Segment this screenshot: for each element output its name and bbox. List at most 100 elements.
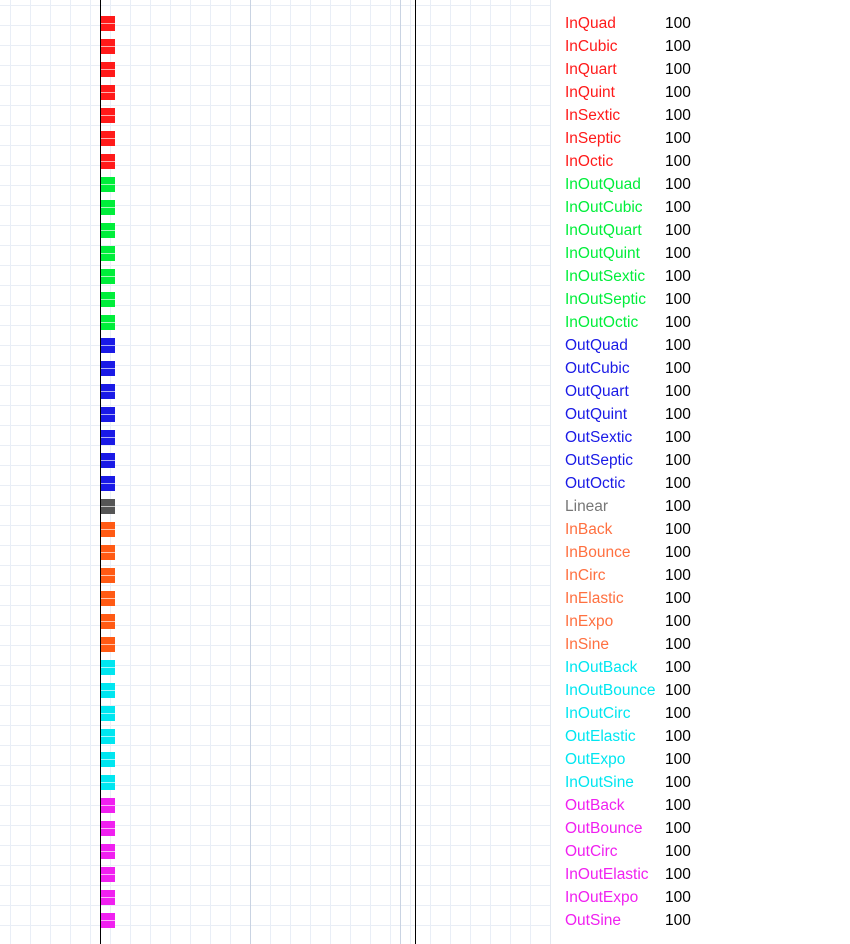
- easing-label-incubic: InCubic: [565, 38, 618, 55]
- easing-label-outexpo: OutExpo: [565, 751, 626, 768]
- easing-label-outquad: OutQuad: [565, 337, 628, 354]
- easing-label-inoutbounce: InOutBounce: [565, 682, 656, 699]
- easing-block-inoutquint: [101, 246, 115, 261]
- easing-block-inoutback: [101, 660, 115, 675]
- easing-value-inoctic: 100: [665, 153, 691, 170]
- grid-right-edge: [550, 0, 551, 944]
- easing-value-inoutexpo: 100: [665, 889, 691, 906]
- easing-label-inbounce: InBounce: [565, 544, 631, 561]
- easing-value-outoctic: 100: [665, 475, 691, 492]
- easing-value-inseptic: 100: [665, 130, 691, 147]
- easing-value-outbounce: 100: [665, 820, 691, 837]
- easing-label-inoutcubic: InOutCubic: [565, 199, 643, 216]
- easing-value-outseptic: 100: [665, 452, 691, 469]
- easing-label-inquart: InQuart: [565, 61, 617, 78]
- easing-value-linear: 100: [665, 498, 691, 515]
- easing-value-insine: 100: [665, 636, 691, 653]
- easing-label-outbounce: OutBounce: [565, 820, 643, 837]
- easing-block-outback: [101, 798, 115, 813]
- easing-value-outquart: 100: [665, 383, 691, 400]
- easing-label-outsine: OutSine: [565, 912, 622, 929]
- easing-label-inoutquint: InOutQuint: [565, 245, 640, 262]
- easing-block-inoutquad: [101, 177, 115, 192]
- easing-block-inbounce: [101, 545, 115, 560]
- easing-label-inelastic: InElastic: [565, 590, 624, 607]
- easing-label-outquint: OutQuint: [565, 406, 628, 423]
- easing-value-outquint: 100: [665, 406, 691, 423]
- easing-block-outseptic: [101, 453, 115, 468]
- easing-label-inoutback: InOutBack: [565, 659, 638, 676]
- easing-value-inoutsine: 100: [665, 774, 691, 791]
- easing-label-outoctic: OutOctic: [565, 475, 626, 492]
- easing-label-inexpo: InExpo: [565, 613, 614, 630]
- easing-label-inquad: InQuad: [565, 15, 616, 32]
- easing-value-inquart: 100: [665, 61, 691, 78]
- easing-label-inoutquart: InOutQuart: [565, 222, 642, 239]
- easing-value-inoutback: 100: [665, 659, 691, 676]
- easing-block-outcubic: [101, 361, 115, 376]
- easing-label-outseptic: OutSeptic: [565, 452, 634, 469]
- easing-value-inbounce: 100: [665, 544, 691, 561]
- easing-block-incirc: [101, 568, 115, 583]
- easing-value-inoutcubic: 100: [665, 199, 691, 216]
- easing-block-outoctic: [101, 476, 115, 491]
- easing-block-inoutsine: [101, 775, 115, 790]
- easing-value-outquad: 100: [665, 337, 691, 354]
- easing-label-outcubic: OutCubic: [565, 360, 630, 377]
- easing-label-insextic: InSextic: [565, 107, 621, 124]
- easing-value-outcirc: 100: [665, 843, 691, 860]
- easing-block-inoutquart: [101, 223, 115, 238]
- easing-label-inoutexpo: InOutExpo: [565, 889, 639, 906]
- easing-value-outsextic: 100: [665, 429, 691, 446]
- easing-label-inoutoctic: InOutOctic: [565, 314, 639, 331]
- easing-value-outexpo: 100: [665, 751, 691, 768]
- easing-label-inoutsine: InOutSine: [565, 774, 634, 791]
- easing-value-inoutquint: 100: [665, 245, 691, 262]
- easing-block-inoctic: [101, 154, 115, 169]
- easing-label-incirc: InCirc: [565, 567, 606, 584]
- easing-block-outexpo: [101, 752, 115, 767]
- easing-block-outsine: [101, 913, 115, 928]
- easing-label-outsextic: OutSextic: [565, 429, 633, 446]
- easing-block-inquint: [101, 85, 115, 100]
- easing-label-inoutquad: InOutQuad: [565, 176, 641, 193]
- easing-block-outquad: [101, 338, 115, 353]
- easing-value-outsine: 100: [665, 912, 691, 929]
- easing-value-inoutbounce: 100: [665, 682, 691, 699]
- start-guide-line: [100, 0, 101, 944]
- easing-label-inoutsextic: InOutSextic: [565, 268, 646, 285]
- easing-value-inoutseptic: 100: [665, 291, 691, 308]
- easing-label-insine: InSine: [565, 636, 609, 653]
- easing-block-inoutsextic: [101, 269, 115, 284]
- easing-value-outcubic: 100: [665, 360, 691, 377]
- easing-block-insine: [101, 637, 115, 652]
- easing-block-inelastic: [101, 591, 115, 606]
- easing-block-insextic: [101, 108, 115, 123]
- easing-block-inoutoctic: [101, 315, 115, 330]
- easing-label-outelastic: OutElastic: [565, 728, 636, 745]
- easing-label-outback: OutBack: [565, 797, 625, 814]
- easing-block-inoutelastic: [101, 867, 115, 882]
- easing-value-inquint: 100: [665, 84, 691, 101]
- easing-label-inoutcirc: InOutCirc: [565, 705, 631, 722]
- end-guide-line: [415, 0, 416, 944]
- easing-label-linear: Linear: [565, 498, 609, 515]
- easing-value-incubic: 100: [665, 38, 691, 55]
- easing-block-inexpo: [101, 614, 115, 629]
- easing-block-inquad: [101, 16, 115, 31]
- mid-guide-line: [250, 0, 251, 944]
- easing-label-inoctic: InOctic: [565, 153, 614, 170]
- easing-value-inback: 100: [665, 521, 691, 538]
- easing-block-inoutseptic: [101, 292, 115, 307]
- easing-value-incirc: 100: [665, 567, 691, 584]
- easing-value-inoutoctic: 100: [665, 314, 691, 331]
- easing-value-inelastic: 100: [665, 590, 691, 607]
- background-grid: [0, 0, 550, 944]
- easing-label-outquart: OutQuart: [565, 383, 629, 400]
- easing-block-outquart: [101, 384, 115, 399]
- easing-value-inoutquart: 100: [665, 222, 691, 239]
- easing-label-inoutelastic: InOutElastic: [565, 866, 649, 883]
- easing-value-inoutquad: 100: [665, 176, 691, 193]
- easing-block-outquint: [101, 407, 115, 422]
